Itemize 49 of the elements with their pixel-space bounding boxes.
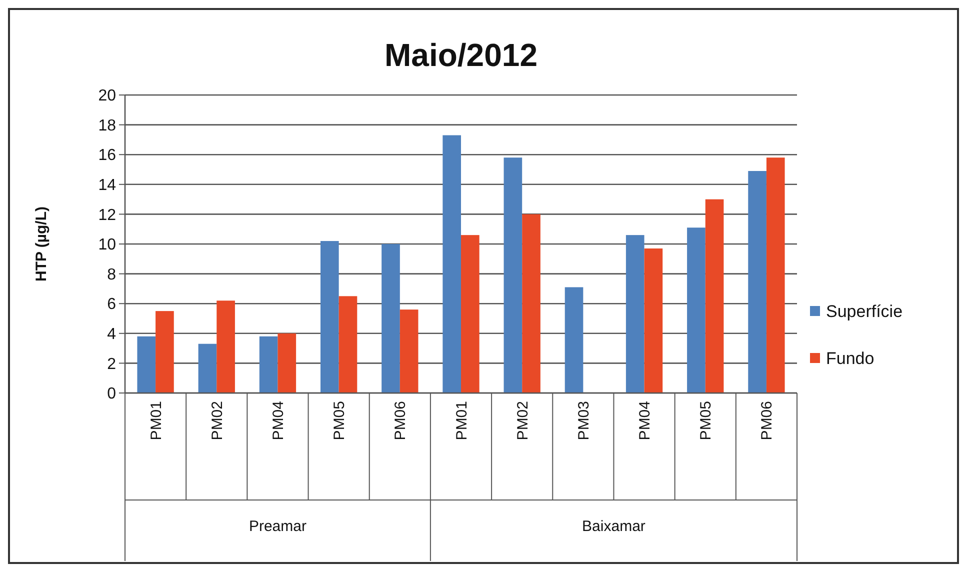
- bar: [644, 248, 663, 393]
- x-tick-label: PM06: [392, 401, 410, 440]
- text: Baixamar: [582, 518, 646, 535]
- y-tick-label: 16: [98, 147, 116, 164]
- x-tick-label: PM06: [758, 401, 776, 440]
- bar: [522, 214, 540, 393]
- x-tick-label: PM01: [453, 401, 470, 440]
- legend-label: Fundo: [826, 348, 874, 368]
- x-tick-label: PM02: [514, 401, 532, 440]
- bar: [564, 287, 584, 393]
- y-tick-label: 4: [107, 326, 116, 343]
- legend-label: Superfície: [826, 302, 903, 321]
- y-tick-label: 20: [98, 88, 116, 105]
- x-tick-label: PM04: [636, 401, 654, 440]
- x-tick-label: PM03: [575, 401, 592, 440]
- bar: [766, 158, 785, 393]
- x-tick-label: PM05: [698, 401, 715, 440]
- bar: [137, 336, 156, 393]
- bar: [259, 336, 278, 393]
- chart-title: Maio/2012: [384, 37, 538, 73]
- bar: [278, 333, 296, 393]
- y-tick-label: 6: [107, 296, 116, 314]
- y-tick-label: 0: [107, 386, 116, 403]
- bar: [198, 344, 217, 393]
- bar: [320, 241, 339, 393]
- bar: [504, 158, 522, 393]
- bar: [748, 170, 766, 393]
- y-tick-label: 10: [98, 236, 116, 254]
- x-tick-label: PM04: [270, 401, 287, 440]
- bar: [461, 235, 480, 393]
- bar: [687, 228, 706, 393]
- bar: [216, 300, 235, 393]
- y-tick-label: 12: [98, 206, 116, 224]
- x-tick-label: PM01: [148, 401, 165, 440]
- bar: [400, 310, 418, 393]
- y-tick-label: 8: [107, 266, 116, 284]
- bar: [705, 199, 724, 393]
- bar: [382, 244, 400, 393]
- y-tick-label: 2: [107, 356, 116, 373]
- y-tick-label: 14: [98, 177, 116, 194]
- bar: [156, 311, 174, 393]
- y-axis-title: HTP (µg/L): [33, 206, 50, 282]
- bar: [442, 135, 461, 393]
- x-tick-label: PM05: [331, 401, 348, 440]
- bar: [626, 235, 644, 393]
- text: Preamar: [248, 518, 306, 535]
- x-tick-label: PM02: [208, 401, 226, 440]
- y-tick-label: 18: [98, 117, 116, 134]
- bar: [338, 296, 358, 393]
